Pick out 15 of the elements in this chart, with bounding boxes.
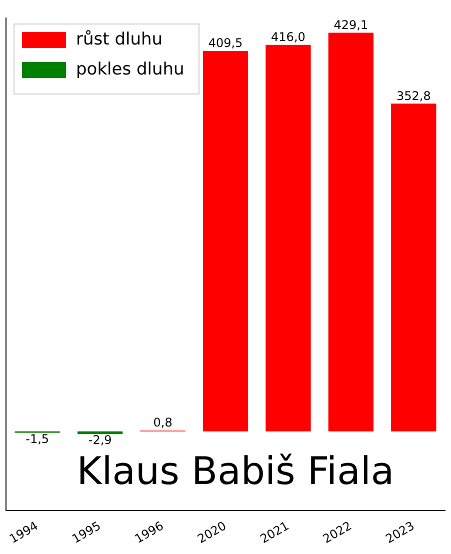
data-label: -1,5 [26, 432, 50, 446]
annotation: Klaus Babiš Fiala [76, 449, 394, 494]
data-label: 416,0 [271, 30, 306, 44]
bar [391, 104, 436, 432]
data-label: 429,1 [334, 18, 368, 32]
bar [77, 431, 123, 434]
data-label: 352,8 [396, 88, 431, 103]
legend-label: růst dluhu [76, 29, 163, 50]
bar [328, 32, 374, 432]
data-label: 0,8 [153, 416, 172, 430]
bar [266, 44, 311, 432]
data-label: -2,9 [88, 433, 112, 448]
legend-label: pokles dluhu [76, 59, 184, 80]
bar [202, 50, 248, 432]
data-label: 409,5 [208, 36, 243, 50]
